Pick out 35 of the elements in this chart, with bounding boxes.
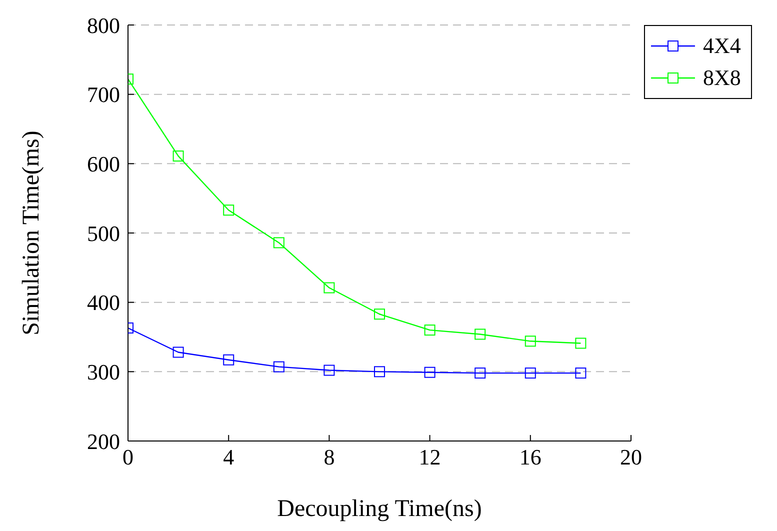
point <box>324 364 335 376</box>
x-tick-label: 16 <box>519 444 542 470</box>
point <box>172 150 184 162</box>
x-tick-label: 12 <box>418 444 441 470</box>
point <box>524 336 536 347</box>
point <box>575 338 586 349</box>
x-tick-label: 4 <box>223 444 234 470</box>
x-tick-label: 20 <box>620 444 642 470</box>
point <box>524 368 536 379</box>
point <box>374 308 385 320</box>
y-tick-label: 200 <box>87 428 120 454</box>
point <box>172 346 184 358</box>
point <box>474 368 486 379</box>
point <box>575 368 586 379</box>
y-tick-label: 300 <box>87 359 120 384</box>
point <box>374 366 385 378</box>
point <box>273 237 284 248</box>
point <box>424 366 436 378</box>
legend-label: 4X4 <box>703 33 741 59</box>
y-tick-label: 800 <box>87 12 120 38</box>
point <box>273 361 284 372</box>
point <box>424 324 436 336</box>
x-tick-label: 0 <box>122 444 134 470</box>
y-tick-label: 500 <box>87 220 120 246</box>
point <box>474 328 486 340</box>
x-axis-title: Decoupling Time(ns) <box>277 496 482 522</box>
y-tick-label: 400 <box>87 290 120 316</box>
point <box>324 282 335 294</box>
y-tick-label: 600 <box>87 151 120 176</box>
x-tick-label: 8 <box>324 444 335 470</box>
y-tick-label: 700 <box>87 82 120 108</box>
point <box>223 354 234 366</box>
legend-label: 8X8 <box>703 65 741 91</box>
y-axis-title: Simulation Time(ms) <box>18 130 45 336</box>
point <box>223 204 234 216</box>
